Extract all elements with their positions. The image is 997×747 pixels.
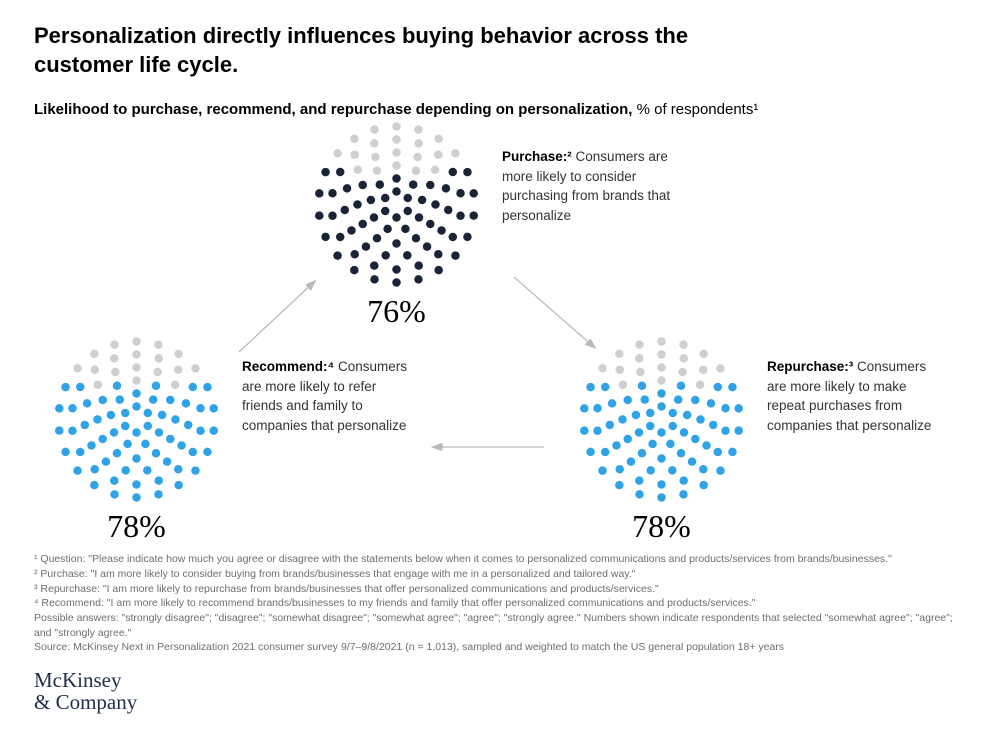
page-title: Personalization directly influences buyi… [34,22,774,79]
recommend-text: Recommend:⁴ Consumers are more likely to… [242,357,412,435]
footnote-line: ⁴ Recommend: "I am more likely to recomm… [34,596,954,611]
repurchase-title: Repurchase:³ [767,359,853,374]
recommend-percent: 78% [54,508,219,545]
recommend-dot-chart [54,337,219,502]
subtitle-bold: Likelihood to purchase, recommend, and r… [34,101,632,118]
footnote-line: Source: McKinsey Next in Personalization… [34,640,954,655]
logo-line-1: McKinsey [34,669,963,691]
purchase-text: Purchase:² Consumers are more likely to … [502,147,672,225]
recommend-node: 78% [54,337,219,545]
repurchase-node: 78% [579,337,744,545]
purchase-percent: 76% [314,293,479,330]
repurchase-percent: 78% [579,508,744,545]
mckinsey-logo: McKinsey & Company [34,669,963,713]
logo-line-2: & Company [34,691,963,713]
purchase-dot-chart [314,122,479,287]
footnote-line: ² Purchase: "I am more likely to conside… [34,567,954,582]
subtitle-light: % of respondents¹ [632,101,758,118]
footnote-line: ¹ Question: "Please indicate how much yo… [34,552,954,567]
recommend-title: Recommend:⁴ [242,359,334,374]
chart-area: 76% Purchase:² Consumers are more likely… [34,122,963,552]
repurchase-dot-chart [579,337,744,502]
footnote-line: ³ Repurchase: "I am more likely to repur… [34,582,954,597]
footnotes: ¹ Question: "Please indicate how much yo… [34,552,954,655]
purchase-node: 76% [314,122,479,330]
footnote-line: Possible answers: "strongly disagree"; "… [34,611,954,640]
subtitle: Likelihood to purchase, recommend, and r… [34,101,963,118]
repurchase-text: Repurchase:³ Consumers are more likely t… [767,357,937,435]
purchase-title: Purchase:² [502,149,572,164]
